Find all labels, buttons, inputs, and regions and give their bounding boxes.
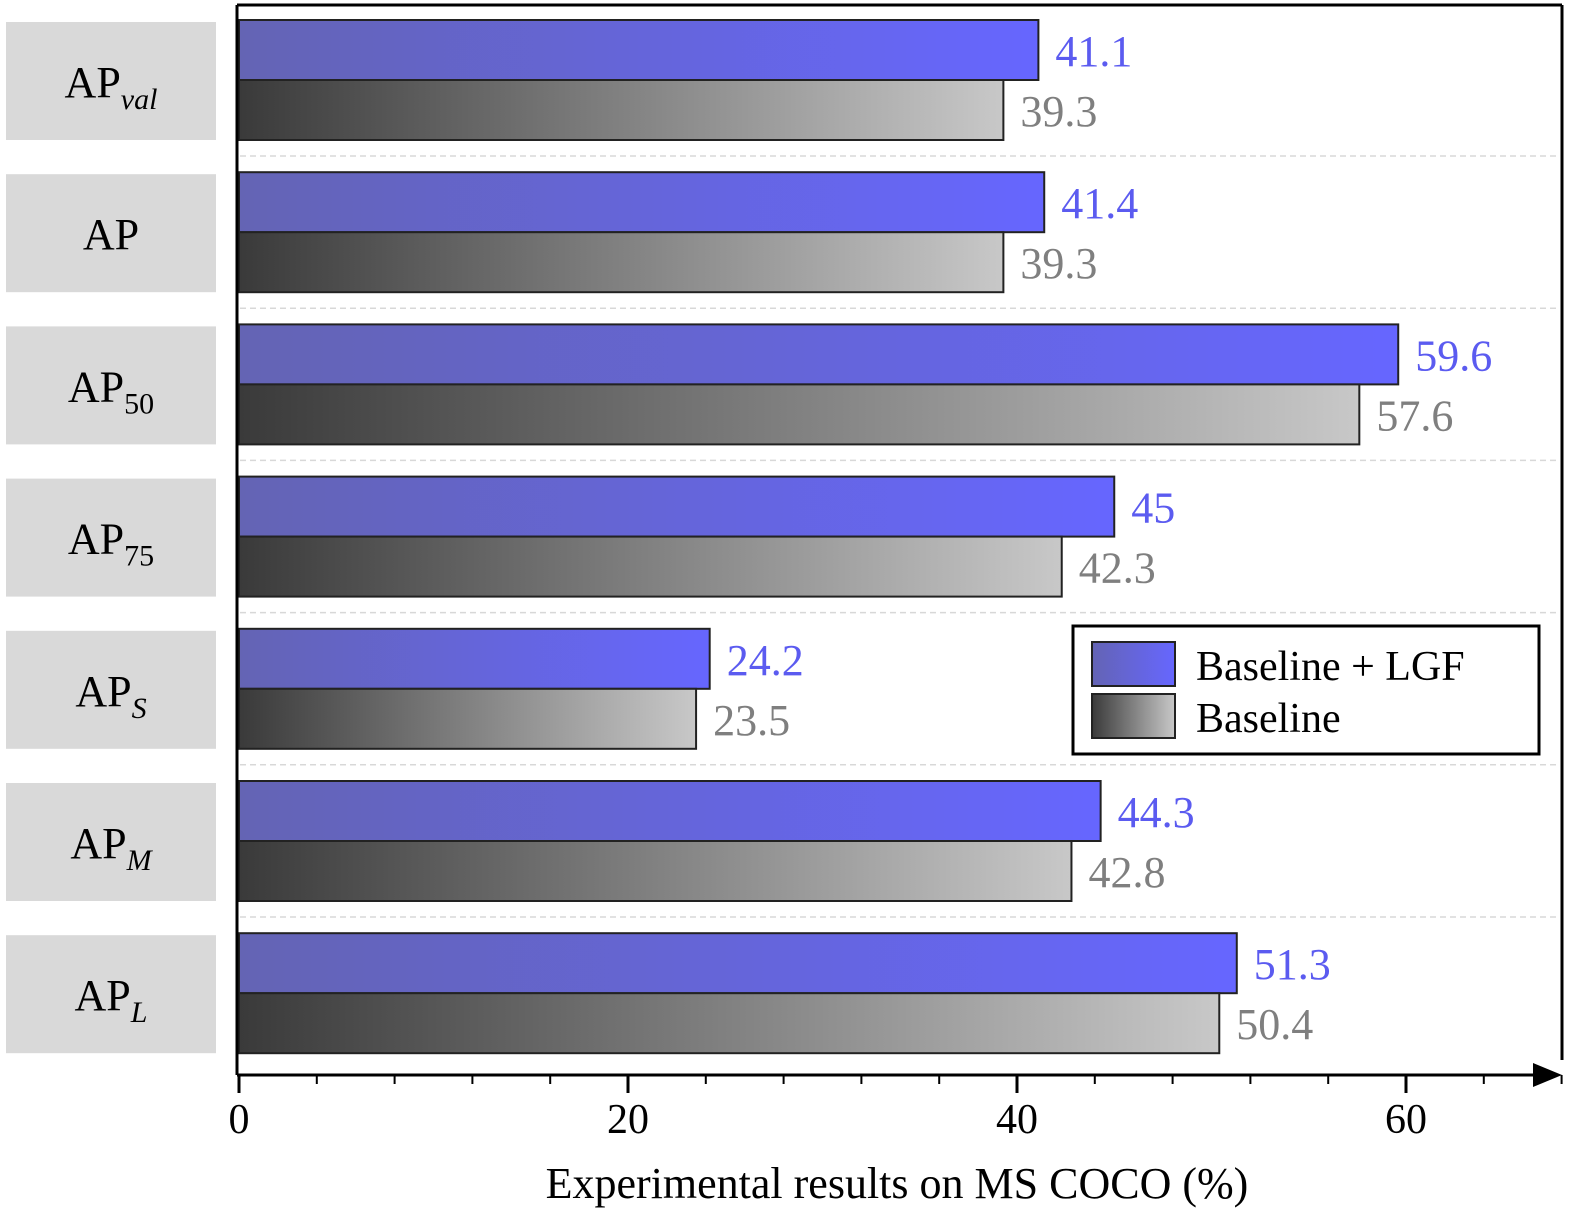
category-label-subscript: M — [126, 844, 154, 877]
category-label: APS — [75, 667, 146, 725]
bar-baseline-lgf — [238, 475, 1116, 538]
category-label-main: AP — [83, 210, 139, 259]
bar-baseline — [238, 535, 1063, 598]
category-label-box — [6, 22, 216, 140]
category-label: APL — [75, 971, 148, 1029]
x-axis-arrowhead — [1533, 1063, 1562, 1087]
value-label-baseline: 57.6 — [1376, 391, 1453, 440]
category-label-subscript: L — [130, 996, 148, 1029]
value-label-baseline: 23.5 — [713, 696, 790, 745]
value-label-lgf: 41.4 — [1061, 179, 1138, 228]
bar-baseline — [238, 992, 1221, 1055]
bar-baseline-lgf — [238, 171, 1046, 234]
legend-swatch-lgf — [1091, 641, 1176, 687]
category-label-main: AP — [70, 819, 126, 868]
value-label-baseline: 42.8 — [1088, 848, 1165, 897]
value-label-lgf: 24.2 — [727, 636, 804, 685]
category-label-subscript: 50 — [124, 387, 154, 420]
bar-baseline-lgf — [238, 19, 1040, 81]
value-label-baseline: 50.4 — [1236, 1000, 1313, 1049]
category-label-subscript: val — [121, 83, 158, 116]
value-label-lgf: 45 — [1131, 484, 1175, 533]
bar-baseline-lgf — [238, 932, 1238, 995]
category-label-box — [6, 326, 216, 445]
value-labels: 41.1 39.3 41.4 39.3 59.6 57.6 45 42.3 24.2 23.5 44… — [713, 27, 1492, 1049]
bar-baseline — [238, 383, 1361, 446]
category-label-subscript: 75 — [124, 540, 154, 573]
category-label-main: AP — [68, 362, 124, 411]
bar-baseline — [238, 79, 1005, 141]
category-label-main: AP — [68, 515, 124, 564]
category-label-main: AP — [75, 971, 131, 1020]
category-label-box — [6, 935, 216, 1054]
value-label-baseline: 39.3 — [1020, 87, 1097, 136]
category-label-box — [6, 783, 216, 901]
value-label-lgf: 41.1 — [1055, 27, 1132, 76]
value-label-lgf: 51.3 — [1254, 940, 1331, 989]
x-axis-ticks: 0 20 40 60 — [229, 1075, 1563, 1143]
legend-label-baseline: Baseline — [1196, 696, 1341, 742]
category-label: AP50 — [68, 362, 154, 420]
category-label-main: AP — [65, 58, 121, 107]
category-label: APval — [65, 58, 158, 116]
x-tick-label: 40 — [996, 1097, 1038, 1143]
value-label-baseline: 39.3 — [1020, 239, 1097, 288]
value-label-baseline: 42.3 — [1079, 544, 1156, 593]
category-separators — [240, 155, 1560, 918]
value-label-lgf: 44.3 — [1118, 788, 1195, 837]
category-label-box — [6, 630, 216, 749]
bar-baseline — [238, 231, 1005, 294]
bar-baseline-lgf — [238, 780, 1102, 842]
category-label: AP75 — [68, 515, 154, 573]
bars — [238, 19, 1400, 1055]
category-label-box — [6, 478, 216, 597]
category-label: AP — [83, 210, 139, 259]
legend-label-lgf: Baseline + LGF — [1196, 644, 1465, 690]
category-label-main: AP — [75, 667, 131, 716]
x-tick-label: 20 — [607, 1097, 649, 1143]
category-label-box — [6, 174, 216, 293]
legend-swatch-baseline — [1091, 693, 1176, 739]
bar-baseline — [238, 840, 1073, 902]
legend: Baseline + LGF Baseline — [1071, 624, 1541, 756]
category-label-subscript: S — [132, 692, 147, 725]
bar-baseline — [238, 687, 698, 750]
value-label-lgf: 59.6 — [1415, 331, 1492, 380]
category-label: APM — [70, 819, 153, 877]
x-tick-label: 60 — [1385, 1097, 1427, 1143]
bar-baseline-lgf — [238, 627, 711, 690]
x-axis-label: Experimental results on MS COCO (%) — [546, 1159, 1249, 1208]
bar-baseline-lgf — [238, 323, 1400, 386]
x-tick-label: 0 — [229, 1097, 250, 1143]
